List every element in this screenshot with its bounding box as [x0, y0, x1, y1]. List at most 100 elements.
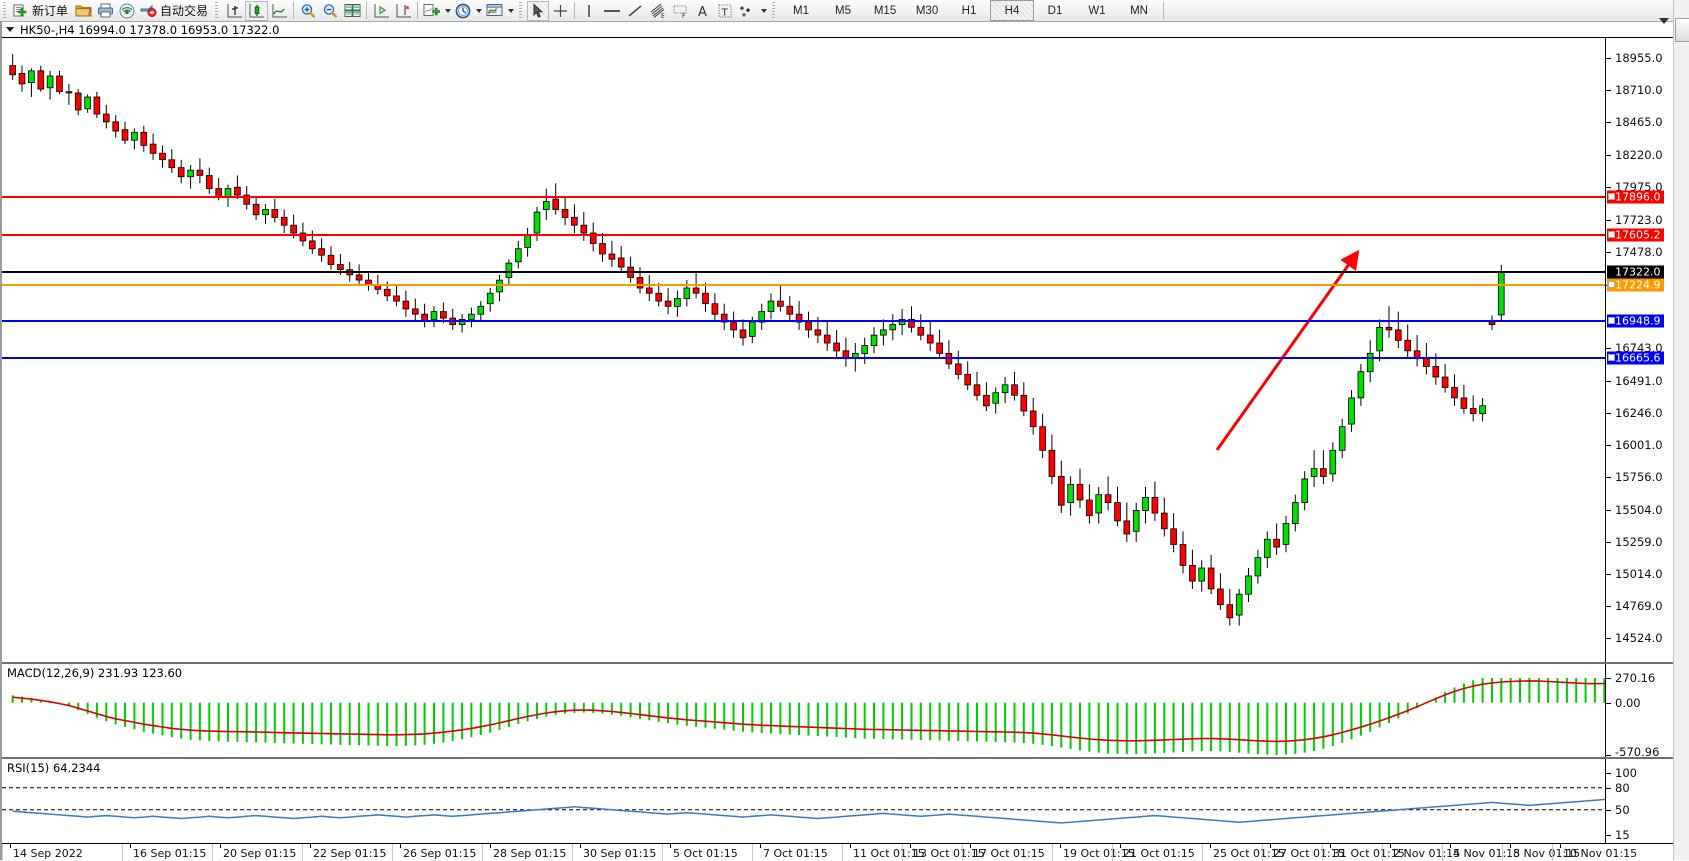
date-separator: [1552, 844, 1553, 861]
level-handle-icon[interactable]: [1608, 281, 1615, 289]
text-button[interactable]: A: [692, 1, 714, 21]
date-tick: [1390, 844, 1391, 848]
timeframe-m1[interactable]: M1: [793, 4, 810, 17]
broadcast-button[interactable]: [116, 1, 138, 21]
date-tick: [10, 844, 11, 848]
new-order-button[interactable]: 新订单: [11, 1, 72, 21]
price-line-current-price[interactable]: [2, 271, 1606, 274]
macd-plot-area[interactable]: [2, 664, 1606, 757]
chevron-down-icon[interactable]: [445, 8, 452, 13]
tile-windows-button[interactable]: [341, 1, 363, 21]
date-separator: [1262, 844, 1263, 861]
price-badge-current-price[interactable]: 17322.0: [1607, 265, 1664, 279]
line-chart-button[interactable]: [268, 1, 290, 21]
bar-chart-button[interactable]: [223, 1, 245, 21]
period-clock-icon: [455, 3, 471, 18]
vertical-line-button[interactable]: [578, 1, 600, 21]
timeframe-d1[interactable]: D1: [1047, 4, 1063, 17]
zoom-in-button[interactable]: [297, 1, 319, 21]
price-tick: [1606, 90, 1611, 92]
expert-advisor-icon: [140, 4, 157, 17]
price-tick-label: 16246.0: [1615, 405, 1663, 420]
timeframe-h4[interactable]: H4: [990, 0, 1035, 21]
price-line-support-lower[interactable]: [2, 356, 1606, 359]
vertical-scrollbar[interactable]: [1673, 0, 1689, 860]
timeframe-m30[interactable]: M30: [915, 4, 939, 17]
rsi-tick: [1606, 787, 1611, 789]
toolbar-grip-3[interactable]: [518, 1, 526, 20]
price-tick-label: 18465.0: [1615, 115, 1663, 130]
macd-pane[interactable]: MACD(12,26,9) 231.93 123.60 270.16 0.00 -5…: [2, 662, 1689, 757]
line-chart-icon: [272, 3, 287, 17]
price-tick: [1606, 509, 1611, 511]
add-indicator-button[interactable]: [421, 1, 453, 21]
price-plot-area[interactable]: [2, 38, 1606, 662]
print-button[interactable]: [94, 1, 116, 21]
price-badge-support-lower[interactable]: 16665.6: [1607, 351, 1664, 365]
price-tick-label: 17975.0: [1615, 179, 1663, 194]
toolbar-separator-5: [1163, 2, 1165, 19]
period-button[interactable]: [453, 1, 484, 21]
date-tick-label: 28 Sep 01:15: [493, 847, 567, 860]
collapse-triangle-icon[interactable]: [6, 27, 14, 32]
toolbar-grip-2[interactable]: [214, 1, 222, 20]
price-tick-label: 16001.0: [1615, 437, 1663, 452]
price-tick-label: 17478.0: [1615, 244, 1663, 259]
date-axis[interactable]: 14 Sep 2022 16 Sep 01:15 20 Sep 01:15 22 Se…: [2, 843, 1689, 861]
timeframe-w1[interactable]: W1: [1088, 4, 1106, 17]
rsi-plot-area[interactable]: [2, 759, 1606, 843]
date-separator: [1442, 844, 1443, 861]
chevron-down-icon-4[interactable]: [761, 8, 768, 13]
trendline-button[interactable]: [624, 1, 646, 21]
price-badge-value: 17224.9: [1615, 278, 1661, 292]
scrollbar-thumb[interactable]: [1675, 18, 1689, 42]
shapes-button[interactable]: [736, 1, 769, 21]
chart-shift-button[interactable]: [392, 1, 414, 21]
price-pane[interactable]: 18955.0 18710.0 18465.0 18220.0 17975.0 17723…: [2, 37, 1689, 662]
cursor-button[interactable]: [527, 0, 550, 21]
rsi-pane[interactable]: RSI(15) 64.2344 100 80 50 15: [2, 757, 1689, 843]
shift-end-button[interactable]: [370, 1, 392, 21]
date-separator: [1382, 844, 1383, 861]
price-badge-order-level[interactable]: 17224.9: [1607, 278, 1664, 292]
level-handle-icon[interactable]: [1608, 354, 1615, 362]
candlestick-chart-button[interactable]: [245, 0, 269, 21]
text-box-button[interactable]: T: [714, 1, 736, 21]
folder-button[interactable]: [72, 1, 94, 21]
price-badge-support-upper[interactable]: 16948.9: [1607, 314, 1664, 328]
macd-tick: [1606, 678, 1611, 679]
date-separator: [1202, 844, 1203, 861]
level-handle-icon[interactable]: [1608, 317, 1615, 325]
price-badge-resistance-lower[interactable]: 17605.2: [1607, 228, 1664, 242]
price-line-support-upper[interactable]: [2, 319, 1606, 322]
toolbar-grip-4[interactable]: [771, 1, 779, 20]
crosshair-button[interactable]: [549, 1, 571, 21]
level-handle-icon[interactable]: [1608, 193, 1615, 201]
chevron-down-icon-2[interactable]: [476, 8, 483, 13]
date-tick: [400, 844, 401, 848]
toolbar-grip[interactable]: [2, 1, 9, 20]
chart-dropdown-triangle-icon[interactable]: [1659, 18, 1669, 24]
crosshair-icon: [553, 4, 567, 17]
zoom-out-button[interactable]: [319, 1, 341, 21]
horizontal-line-button[interactable]: [600, 1, 624, 21]
timeframe-m15[interactable]: M15: [873, 4, 897, 17]
timeframe-mn[interactable]: MN: [1130, 4, 1148, 17]
templates-button[interactable]: [484, 1, 516, 21]
price-line-order-level[interactable]: [2, 283, 1606, 286]
date-tick: [1210, 844, 1211, 848]
auto-trading-button[interactable]: 自动交易: [138, 1, 212, 21]
price-line-resistance-upper[interactable]: [2, 195, 1606, 198]
rsi-tick: [1606, 835, 1611, 837]
text-label-button[interactable]: F: [670, 1, 692, 21]
level-handle-icon[interactable]: [1608, 231, 1615, 239]
price-tick-label: 18220.0: [1615, 147, 1663, 162]
price-line-resistance-lower[interactable]: [2, 233, 1606, 236]
fibonacci-button[interactable]: E: [646, 1, 670, 21]
chevron-down-icon-3[interactable]: [508, 8, 515, 13]
timeframe-h1[interactable]: H1: [961, 4, 977, 17]
timeframe-m5[interactable]: M5: [835, 4, 852, 17]
price-badge-resistance-upper[interactable]: 17896.0: [1607, 190, 1664, 204]
date-tick: [220, 844, 221, 848]
rsi-tick: [1606, 773, 1611, 775]
